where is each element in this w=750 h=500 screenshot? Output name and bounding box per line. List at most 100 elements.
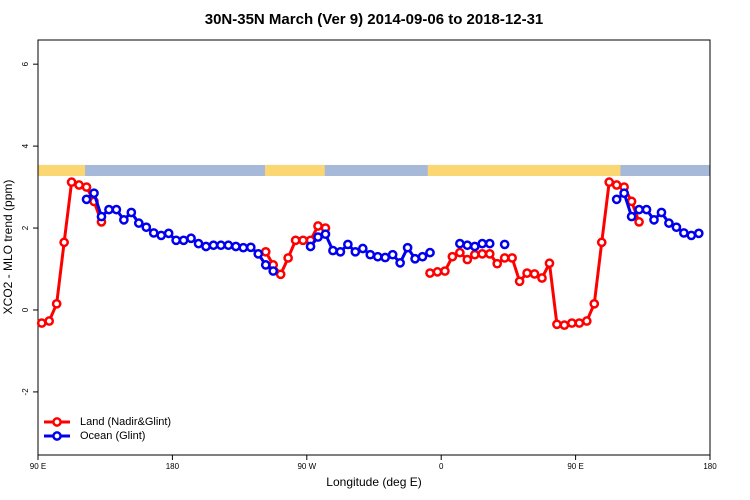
data-point [126,207,137,218]
x-tick-label: 0 [439,462,444,471]
data-point [462,240,473,251]
x-tick-label: 90 W [297,462,316,471]
data-point [171,235,181,246]
data-point [320,229,331,240]
data-point [686,230,697,241]
data-point [581,316,592,326]
data-point [619,188,629,199]
y-tick-label: 2 [21,225,30,230]
data-point [305,241,316,252]
data-point [372,251,383,262]
data-point [529,269,540,279]
data-point [656,207,667,218]
data-point [649,214,659,225]
plot-frame [37,39,711,456]
data-point [425,268,435,278]
data-point [634,217,644,227]
data-point [507,253,517,263]
series-line [85,191,275,273]
data-point [238,242,249,253]
legend-label: Ocean (Glint) [80,430,145,442]
data-point [611,194,622,205]
data-point [275,269,286,280]
data-point [313,232,323,242]
data-point [499,253,510,263]
data-point [290,235,301,246]
data-point [455,238,465,249]
x-axis-label: Longitude (deg E) [326,475,421,489]
data-point [477,238,488,249]
data-point [89,188,99,199]
y-tick-label: 0 [21,307,30,312]
data-point [44,316,55,326]
ocean-band [38,164,710,177]
legend-marker [52,431,62,441]
data-point [679,228,689,238]
data-point [596,237,607,248]
data-point [387,249,398,260]
data-point [298,235,308,246]
data-point [223,240,234,251]
data-point [559,320,570,330]
data-point [268,266,279,276]
data-point [231,241,241,252]
data-point [96,211,107,222]
data-point [216,240,226,251]
data-point [477,248,488,259]
data-point [133,218,144,228]
data-point [417,251,428,262]
data-point [395,258,405,268]
data-point [81,194,92,205]
data-point [611,180,622,190]
data-point [440,266,450,276]
data-point [634,204,644,215]
data-point [66,177,77,188]
x-tick-label: 90 E [567,462,583,471]
data-point [350,246,361,257]
data-point [59,237,69,248]
data-point [51,298,62,309]
data-point [469,241,480,252]
legend-label: Land (Nadir&Glint) [80,416,171,428]
data-point [514,276,525,287]
data-point [260,246,271,257]
data-point [313,221,323,231]
data-point [484,238,495,249]
data-point [283,253,293,263]
data-point [111,204,122,215]
land-band [427,164,621,177]
chart-title: 30N-35N March (Ver 9) 2014-09-06 to 2018… [205,11,544,28]
data-point [186,233,196,244]
data-point [104,204,114,215]
data-point [163,228,174,239]
data-point [544,258,555,269]
data-point [492,258,503,269]
data-point [119,214,129,225]
data-point [432,267,443,277]
data-point [604,177,615,188]
data-point [455,247,465,258]
data-point [462,254,473,265]
data-point [447,251,458,262]
data-point [425,247,435,258]
data-point [552,319,562,330]
data-point [156,230,167,241]
y-axis-label: XCO2 - MLO trend (ppm) [1,180,15,315]
x-tick-label: 180 [166,462,180,471]
x-tick-label: 90 E [30,462,46,471]
data-point [74,180,84,190]
data-point [260,260,271,270]
data-point [335,246,346,257]
data-point [208,240,219,251]
land-band [38,164,86,177]
data-point [178,235,189,246]
y-tick-label: 6 [21,61,30,66]
data-point [641,204,652,215]
x-tick-label: 180 [703,462,717,471]
data-point [469,249,480,260]
data-point [343,239,353,250]
y-tick-label: -2 [21,388,30,396]
data-point [365,249,376,260]
data-point [141,222,152,233]
data-point [693,228,704,239]
